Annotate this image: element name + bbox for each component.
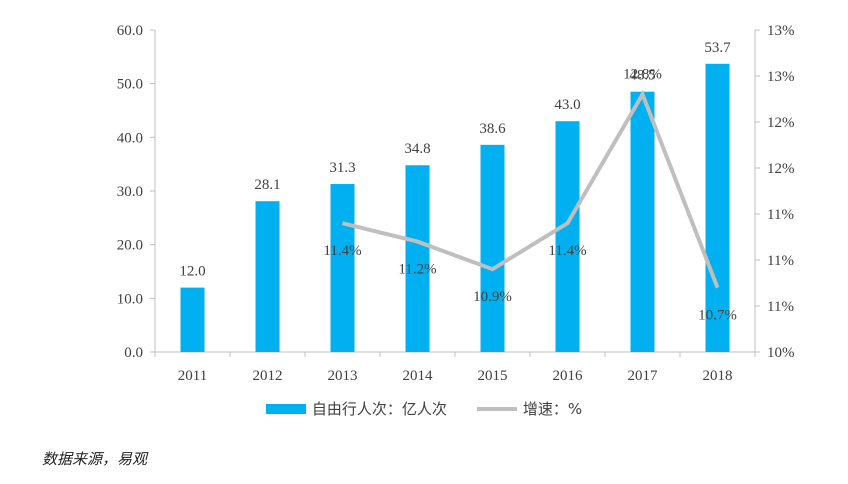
bar-data-label: 12.0 — [179, 264, 205, 280]
y-right-tick-label: 13% — [767, 69, 795, 85]
x-tick-label: 2014 — [403, 368, 434, 384]
y-right-tick-label: 12% — [767, 161, 795, 177]
line-data-label: 10.9% — [473, 289, 512, 305]
y-right-tick-label: 11% — [767, 253, 794, 269]
x-tick-label: 2016 — [553, 368, 584, 384]
y-left-tick-label: 30.0 — [117, 184, 143, 200]
y-left-tick-label: 0.0 — [124, 345, 143, 361]
y-right-tick-label: 13% — [767, 23, 795, 39]
legend: 自由行人次：亿人次 增速：% — [0, 398, 848, 419]
bar — [255, 201, 280, 352]
bar — [480, 144, 505, 352]
legend-line-label: 增速：% — [522, 400, 583, 418]
line-data-label: 11.4% — [323, 243, 361, 259]
bar — [330, 184, 355, 352]
x-tick-label: 2015 — [478, 368, 508, 384]
y-right-tick-label: 12% — [767, 115, 795, 131]
x-tick-label: 2012 — [253, 368, 283, 384]
y-left-tick-label: 50.0 — [117, 77, 143, 93]
bar-data-label: 53.7 — [704, 40, 731, 56]
line-data-label: 12.8% — [623, 66, 662, 82]
y-left-tick-label: 60.0 — [117, 23, 143, 39]
x-tick-label: 2013 — [328, 368, 358, 384]
bar — [705, 63, 730, 353]
y-left-tick-label: 10.0 — [117, 291, 143, 307]
x-tick-label: 2017 — [628, 368, 659, 384]
chart-svg: 0.0 10.0 20.0 30.0 40.0 50.0 60.0 10% 11% 11% 11% 1… — [117, 23, 795, 384]
bar — [405, 165, 430, 352]
line-data-label: 11.4% — [548, 243, 586, 259]
legend-item-bar: 自由行人次：亿人次 — [265, 398, 447, 419]
line-data-label: 11.2% — [398, 262, 436, 278]
legend-bar-label: 自由行人次：亿人次 — [311, 400, 447, 418]
bar-data-label: 43.0 — [554, 97, 580, 113]
bar-data-label: 31.3 — [329, 160, 355, 176]
y-left-tick-label: 40.0 — [117, 130, 143, 146]
legend-item-line: 增速：% — [476, 398, 583, 419]
bar — [555, 121, 580, 352]
legend-line-swatch — [476, 406, 517, 411]
y-right-tick-label: 11% — [767, 299, 794, 315]
legend-bar-swatch — [265, 403, 306, 414]
bar-data-label: 38.6 — [479, 121, 506, 137]
y-left-tick-label: 20.0 — [117, 238, 143, 254]
bar — [180, 287, 205, 352]
y-right-tick-label: 11% — [767, 207, 794, 223]
source-note: 数据来源，易观 — [42, 450, 148, 468]
line-data-label: 10.7% — [698, 308, 737, 324]
x-tick-label: 2018 — [703, 368, 733, 384]
bar-data-label: 34.8 — [404, 141, 430, 157]
y-right-tick-label: 10% — [767, 345, 795, 361]
bar-data-label: 48.5 — [629, 68, 655, 84]
x-tick-label: 2011 — [178, 368, 207, 384]
growth-line — [342, 89, 720, 289]
bar-data-label: 28.1 — [254, 177, 280, 193]
bar — [630, 91, 655, 352]
